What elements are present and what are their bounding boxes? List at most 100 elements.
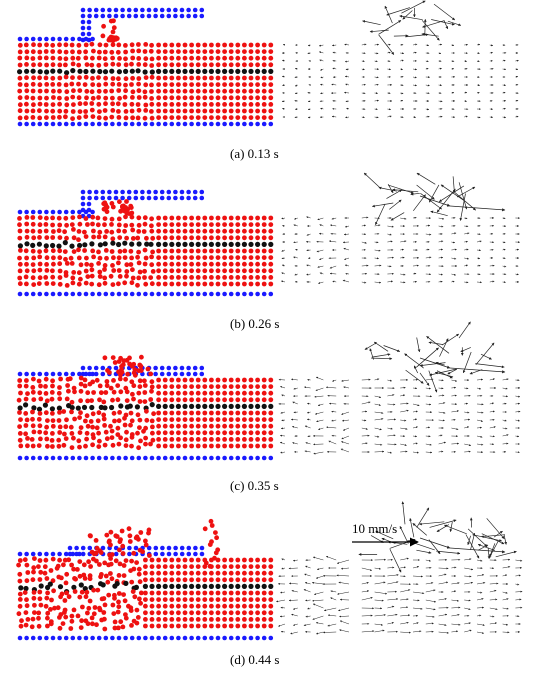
fluid-particle <box>143 577 148 583</box>
tracer-particle <box>261 68 267 74</box>
fluid-particle <box>248 617 254 622</box>
fluid-particle <box>42 570 48 576</box>
velocity-vector <box>294 92 298 95</box>
fluid-particle <box>71 385 77 391</box>
wall-particle <box>30 455 36 461</box>
fluid-particle <box>162 390 168 396</box>
tracer-particle <box>90 68 96 74</box>
fluid-particle <box>137 384 143 389</box>
wall-particle <box>107 189 112 195</box>
fluid-particle <box>202 564 208 569</box>
wall-particle <box>37 455 43 461</box>
fluid-particle <box>62 598 68 603</box>
wall-particle <box>176 121 181 127</box>
fluid-particle <box>176 557 181 563</box>
fluid-particle <box>130 48 136 54</box>
fluid-particle <box>156 49 162 54</box>
wall-particle <box>44 121 49 127</box>
fluid-particle <box>176 88 181 94</box>
fluid-particle <box>111 611 117 616</box>
fluid-particle <box>209 102 214 107</box>
fluid-particle <box>189 228 195 234</box>
tracer-particle <box>215 583 221 590</box>
wall-particle <box>242 291 247 297</box>
fluid-particle <box>182 570 188 576</box>
fluid-particle <box>169 377 175 383</box>
velocity-vector <box>387 598 399 601</box>
fluid-particle <box>129 222 135 228</box>
wall-particle <box>261 121 267 127</box>
fluid-particle <box>116 260 121 266</box>
wall-particle <box>179 195 185 201</box>
tracer-particle <box>149 69 155 75</box>
fluid-particle <box>169 261 175 267</box>
velocity-vector <box>400 99 404 102</box>
velocity-vector <box>425 559 431 562</box>
fluid-particle <box>29 624 35 630</box>
fluid-particle <box>176 275 181 280</box>
wall-particle <box>77 371 82 377</box>
fluid-particle <box>255 590 260 596</box>
tracer-particle <box>149 583 155 590</box>
velocity-vector <box>291 418 298 421</box>
velocity-vector <box>438 450 444 453</box>
wall-particle <box>149 121 155 127</box>
fluid-particle <box>44 398 50 404</box>
velocity-vector <box>425 115 430 118</box>
velocity-vector <box>419 537 451 549</box>
velocity-vector <box>361 614 373 617</box>
fluid-particle <box>116 42 122 48</box>
fluid-particle <box>169 88 175 94</box>
fluid-particle <box>156 115 162 120</box>
fluid-particle <box>117 249 123 254</box>
fluid-particle <box>25 570 31 575</box>
wall-particle <box>80 545 86 551</box>
wall-particle <box>100 365 106 371</box>
fluid-particle <box>268 62 274 68</box>
fluid-particle <box>38 396 44 402</box>
fluid-particle <box>96 101 102 107</box>
fluid-particle <box>30 115 36 120</box>
fluid-particle <box>49 390 55 395</box>
fluid-particle <box>235 108 241 114</box>
fluid-particle <box>195 437 201 442</box>
tracer-particle <box>235 68 241 74</box>
fluid-particle <box>87 598 93 604</box>
velocity-vector <box>331 410 337 413</box>
fluid-particle <box>202 281 208 287</box>
fluid-particle <box>176 222 181 228</box>
fluid-particle <box>51 588 56 594</box>
fluid-particle <box>261 430 267 436</box>
fluid-particle <box>248 603 254 609</box>
fluid-particle <box>103 95 109 101</box>
fluid-particle <box>91 611 97 617</box>
fluid-particle <box>63 580 69 586</box>
fluid-particle <box>268 443 274 449</box>
fluid-particle <box>162 557 168 563</box>
velocity-vector <box>282 59 286 62</box>
wall-particle <box>77 209 82 215</box>
fluid-particle <box>248 430 254 436</box>
fluid-particle <box>135 430 140 436</box>
fluid-particle <box>134 607 140 613</box>
velocity-vector <box>425 60 429 63</box>
fluid-particle <box>268 115 274 120</box>
velocity-vector <box>280 434 286 437</box>
fluid-particle <box>209 62 214 68</box>
velocity-vector <box>319 272 324 275</box>
velocity-vector <box>451 613 460 617</box>
fluid-particle <box>63 273 69 278</box>
wall-particle <box>179 365 185 371</box>
tracer-particle <box>142 69 148 75</box>
velocity-vector <box>451 427 459 431</box>
tracer-particle <box>255 241 261 247</box>
fluid-particle <box>235 417 241 422</box>
fluid-particle <box>103 248 109 253</box>
fluid-particle <box>104 532 110 538</box>
velocity-vector <box>475 342 495 366</box>
velocity-vector <box>361 224 366 227</box>
fluid-particle <box>189 215 195 221</box>
fluid-particle <box>235 377 241 383</box>
fluid-particle <box>228 261 234 267</box>
fluid-particle <box>222 275 228 280</box>
